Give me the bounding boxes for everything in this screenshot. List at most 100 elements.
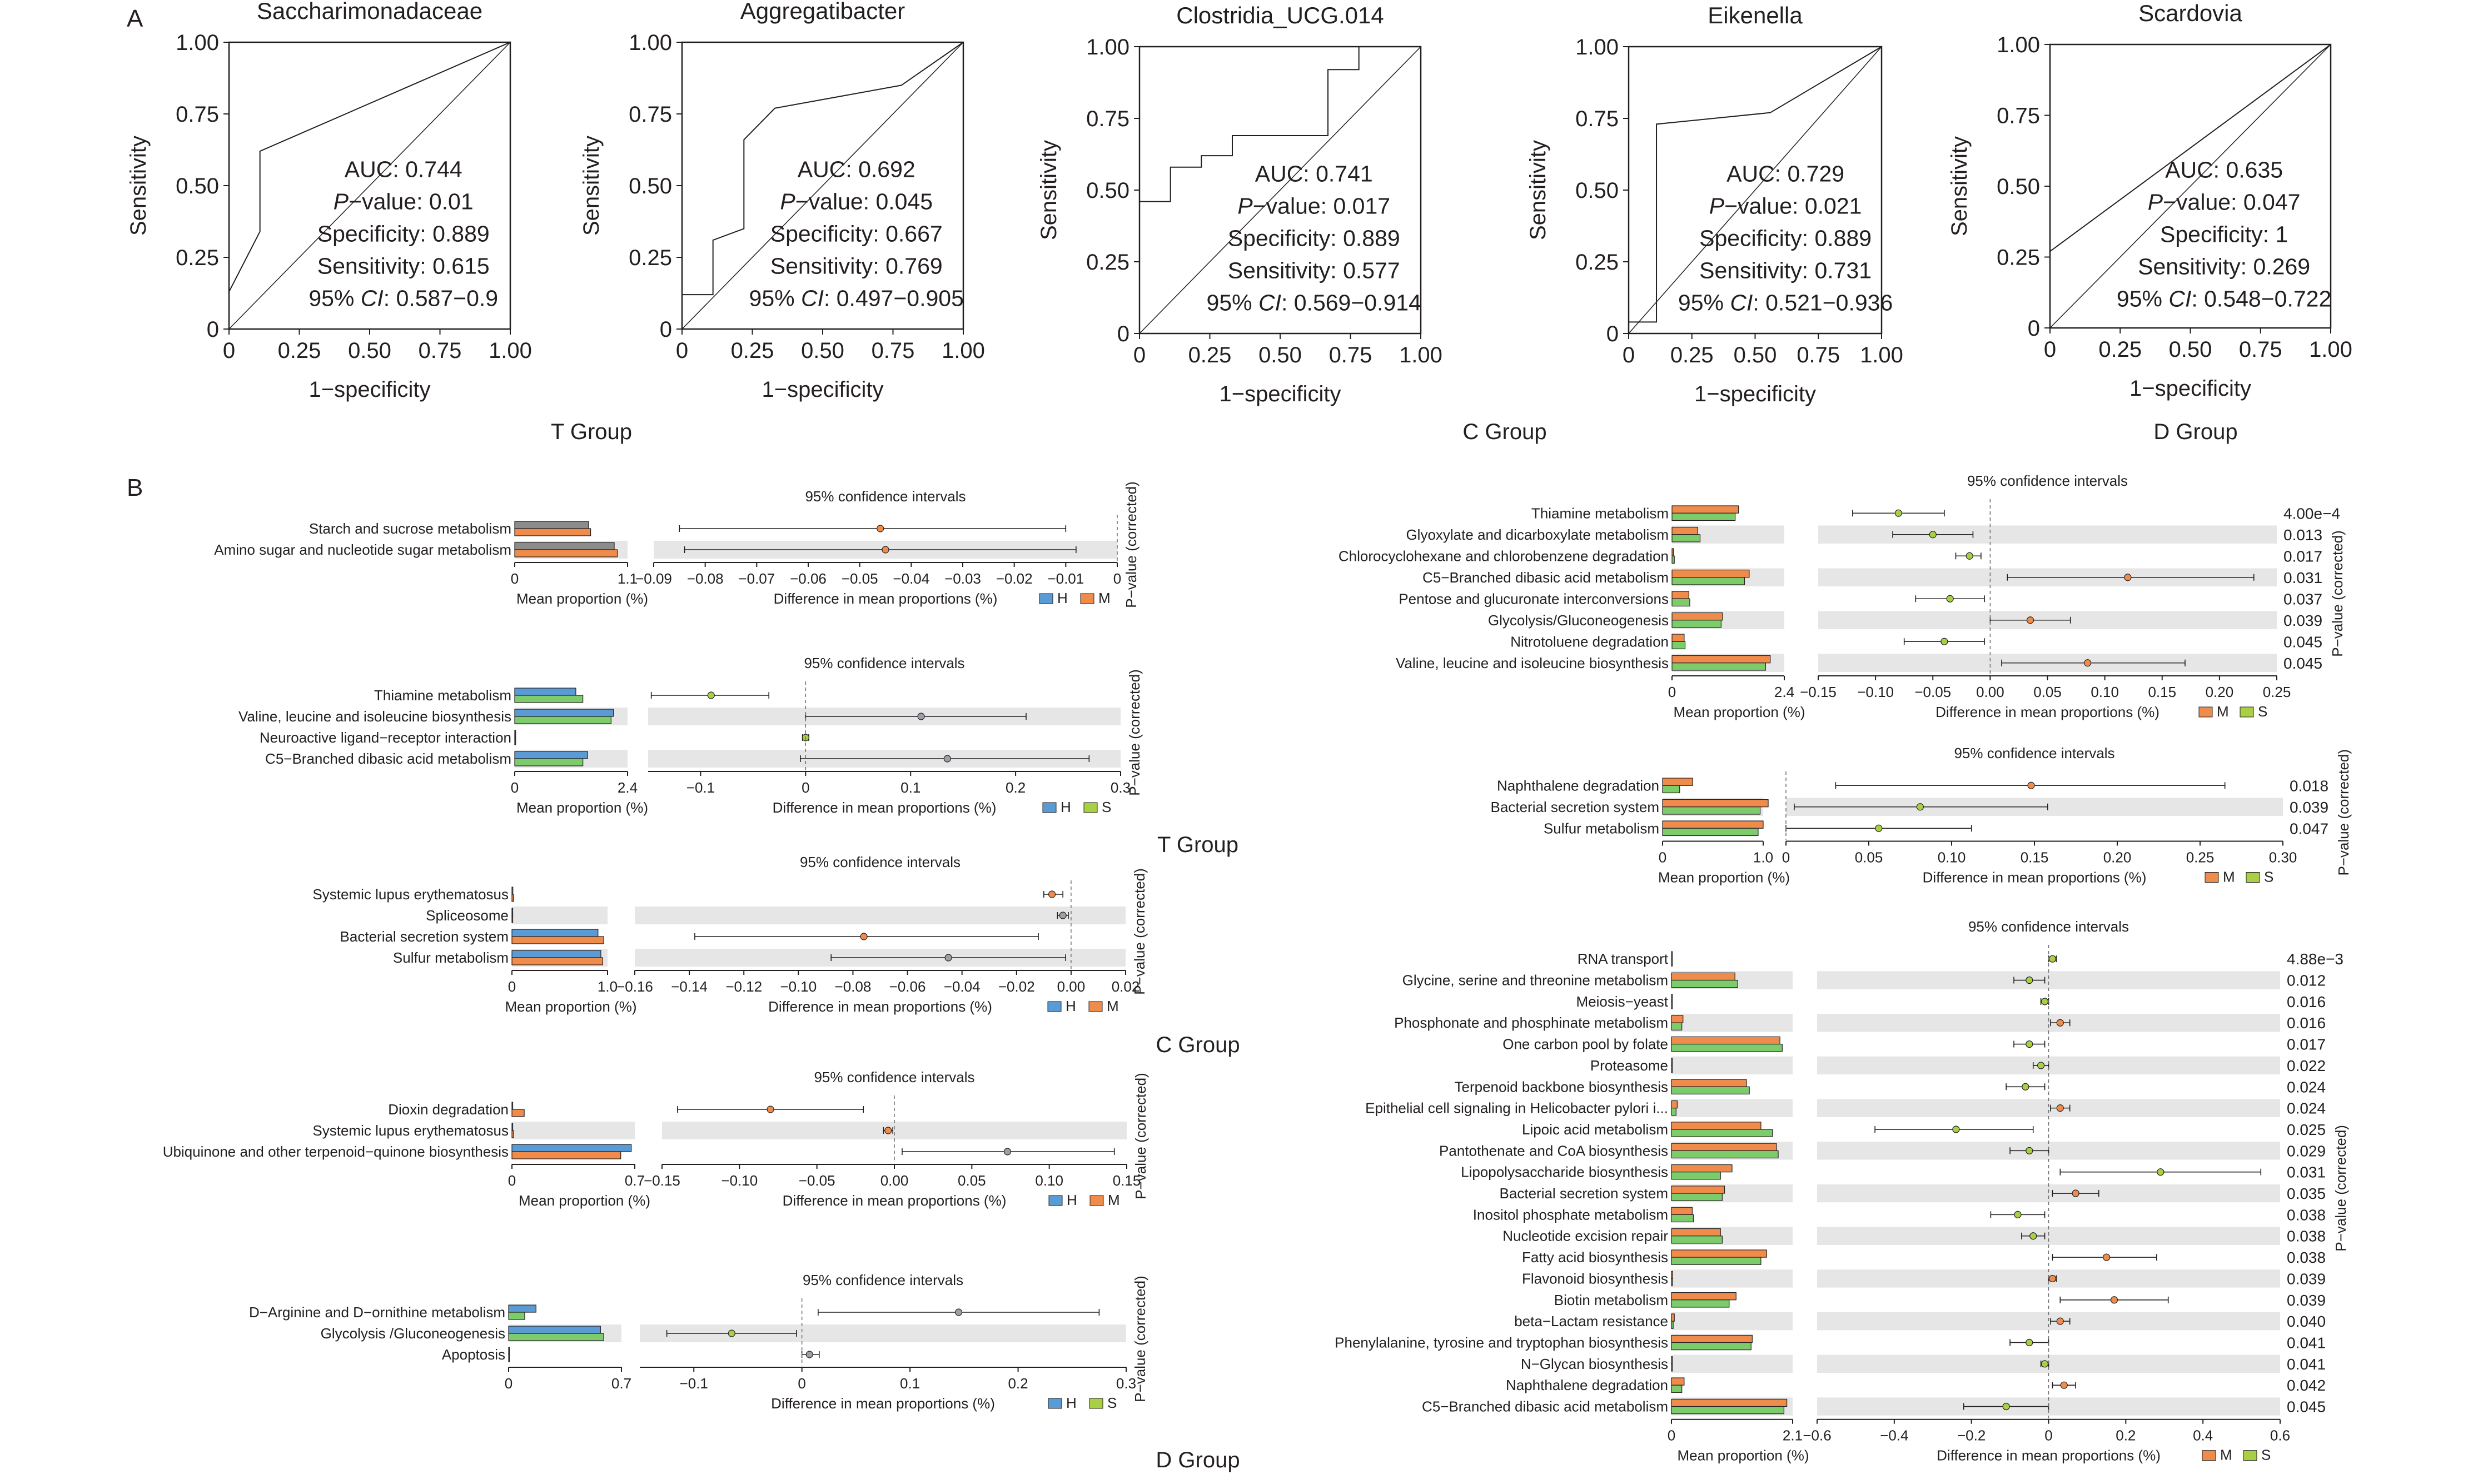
p-value-axis-label: P−value (corrected) — [1126, 669, 1143, 796]
mean-bar-b — [514, 716, 611, 724]
mean-bar-b — [1671, 1193, 1723, 1201]
diff-tick-label: 0.00 — [880, 1172, 909, 1189]
roc-stat-sensitivity: Sensitivity: 0.577 — [1228, 258, 1400, 283]
mean-bar-a — [1671, 1334, 1753, 1343]
ci-title: 95% confidence intervals — [805, 488, 966, 505]
mean-tick-label: 2.4 — [1774, 684, 1794, 700]
roc-title: Saccharimonadaceae — [257, 0, 482, 24]
diff-tick-label: 0.25 — [2263, 684, 2291, 700]
mean-axis-label: Mean proportion (%) — [519, 1192, 650, 1209]
row-band — [1818, 525, 2277, 544]
feature-label: Naphthalene degradation — [1497, 777, 1659, 794]
row-band — [1671, 1056, 1793, 1075]
p-value-label: 0.039 — [2283, 612, 2322, 629]
row-band — [512, 1122, 635, 1139]
roc-y-tick-label: 0.50 — [1086, 178, 1129, 203]
mean-bar-b — [1671, 663, 1766, 671]
roc-ci-italic: CI — [361, 286, 384, 311]
legend-label-b: S — [1107, 1395, 1117, 1411]
roc-ci-rest: : 0.548−0.722 — [2191, 286, 2331, 312]
roc-y-tick-label: 0.50 — [629, 174, 672, 198]
mean-bar-a — [1671, 1058, 1673, 1066]
mean-bar-b — [1671, 534, 1701, 542]
ci-point — [2110, 1296, 2118, 1304]
mean-bar-a — [1671, 972, 1735, 981]
mean-bar-a — [1671, 1271, 1673, 1279]
diff-tick-label: 0 — [798, 1375, 805, 1392]
diff-tick-label: 0.3 — [1116, 1375, 1136, 1392]
ci-point — [2060, 1381, 2068, 1389]
diff-tick-label: −0.08 — [687, 570, 724, 587]
p-value-label: 0.024 — [2287, 1100, 2326, 1117]
diff-tick-label: 0.10 — [2091, 684, 2119, 700]
p-value-label: 0.045 — [2287, 1398, 2326, 1416]
ci-chart-7: Naphthalene degradation 0.018 Bacterial se… — [1491, 745, 2352, 886]
legend-swatch-a — [1042, 802, 1057, 813]
roc-y-tick-label: 0.75 — [629, 102, 672, 127]
roc-ci-italic: CI — [2168, 286, 2191, 312]
mean-bar-b — [511, 957, 603, 965]
mean-bar-b — [511, 915, 514, 923]
row-band — [1817, 971, 2280, 989]
p-value-axis-label: P−value (corrected) — [1131, 868, 1148, 995]
roc-curve — [2049, 44, 2331, 252]
legend-swatch-a — [2198, 706, 2213, 718]
legend-label-a: H — [1066, 1395, 1077, 1411]
diff-tick-label: 0.10 — [1035, 1172, 1063, 1189]
legend-swatch-b — [1080, 593, 1094, 604]
mean-bar-a — [1671, 1377, 1685, 1386]
legend-swatch-b — [2246, 872, 2260, 883]
legend-swatch-b — [2240, 706, 2254, 718]
p-value-axis-label: P−value (corrected) — [1132, 1276, 1148, 1402]
mean-bar-a — [1671, 1207, 1693, 1215]
roc-x-tick-label: 0.50 — [2169, 337, 2212, 362]
p-value-label: 0.017 — [2283, 547, 2322, 565]
mean-bar-b — [511, 936, 604, 944]
b-group-label-t: T Group — [1157, 833, 1238, 857]
ci-chart-2: Thiamine metabolism Valine, leucine and i… — [238, 655, 1143, 816]
mean-bar-b — [511, 1109, 525, 1117]
roc-y-tick-label: 0 — [207, 317, 219, 342]
roc-p-rest: −value: 0.017 — [1253, 193, 1390, 219]
mean-axis-label: Mean proportion (%) — [1678, 1447, 1809, 1464]
ci-point — [2014, 1211, 2022, 1218]
feature-label: Apoptosis — [442, 1346, 505, 1363]
roc-curve — [1140, 46, 1421, 202]
p-value-label: 0.017 — [2287, 1036, 2326, 1053]
mean-tick-label: 0 — [505, 1375, 512, 1392]
ci-point — [2027, 781, 2035, 789]
mean-bar-a — [514, 542, 615, 550]
mean-tick-label: 0.7 — [625, 1172, 645, 1189]
feature-label: Glycolysis /Gluconeogenesis — [321, 1325, 505, 1342]
roc-ci-rest: : 0.497−0.905 — [824, 286, 964, 311]
legend-swatch-a — [2202, 1450, 2216, 1461]
mean-tick-label: 1.0 — [598, 978, 618, 995]
roc-diagonal — [2049, 44, 2331, 328]
mean-bar-b — [514, 695, 584, 703]
roc-stat-ci: 95% CI: 0.497−0.905 — [749, 286, 964, 311]
mean-bar-b — [1671, 1001, 1673, 1009]
ci-chart-4: Dioxin degradation Systemic lupus erythem… — [163, 1069, 1149, 1209]
mean-bar-b — [1671, 1236, 1723, 1244]
mean-bar-b — [511, 894, 514, 902]
mean-bar-a — [1671, 951, 1673, 959]
roc-ci-prefix: 95% — [1207, 290, 1258, 316]
mean-bar-b — [1671, 1299, 1730, 1308]
mean-axis-label: Mean proportion (%) — [1658, 869, 1790, 886]
mean-bar-a — [514, 730, 516, 738]
p-value-label: 0.040 — [2287, 1313, 2326, 1330]
mean-axis-label: Mean proportion (%) — [516, 590, 648, 607]
diff-tick-label: 0 — [1782, 849, 1790, 866]
row-band — [662, 1122, 1127, 1139]
diff-tick-label: 0.25 — [2186, 849, 2215, 866]
roc-x-tick-label: 0 — [223, 338, 235, 363]
mean-bar-b — [1671, 1278, 1673, 1287]
feature-label: Systemic lupus erythematosus — [312, 1122, 509, 1139]
roc-y-tick-label: 1.00 — [1086, 35, 1129, 59]
roc-stat-pvalue: P−value: 0.047 — [2148, 190, 2301, 215]
row-band — [1671, 1014, 1793, 1032]
mean-bar-a — [1671, 612, 1723, 621]
a-group-label-c: C Group — [1462, 420, 1546, 444]
legend-label-b: M — [1108, 1192, 1120, 1208]
diff-tick-label: −0.08 — [835, 978, 872, 995]
